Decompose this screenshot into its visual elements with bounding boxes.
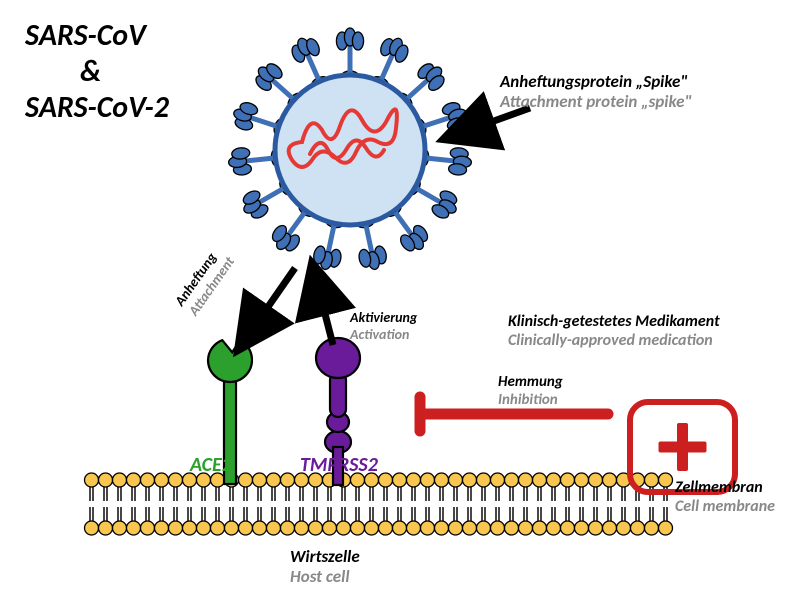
- membrane-label: Zellmembran Cell membrane: [675, 478, 775, 516]
- hostcell-label-en: Host cell: [290, 567, 360, 587]
- title-line3: SARS-CoV-2: [25, 89, 169, 126]
- cell-membrane: [85, 473, 673, 535]
- inhibition-label-de: Hemmung: [498, 373, 563, 391]
- membrane-label-en: Cell membrane: [675, 497, 775, 516]
- virus-title: SARS-CoV & SARS-CoV-2: [25, 18, 169, 126]
- inhibition-label-en: Inhibition: [498, 391, 563, 409]
- ace2-text: ACE2: [190, 453, 232, 477]
- hostcell-label: Wirtszelle Host cell: [290, 547, 360, 588]
- spike-label-en: Attachment protein „spike": [500, 92, 692, 112]
- spike-label-de: Anheftungsprotein „Spike": [500, 72, 692, 92]
- inhibition-label: Hemmung Inhibition: [498, 373, 563, 409]
- activation-label: Aktivierung Activation: [350, 310, 417, 344]
- activation-label-en: Activation: [350, 327, 417, 344]
- membrane-label-de: Zellmembran: [675, 478, 775, 497]
- medication-label-de: Klinisch-getestetes Medikament: [508, 312, 720, 331]
- hostcell-label-de: Wirtszelle: [290, 547, 360, 567]
- title-amp: &: [80, 53, 101, 90]
- tmprss2-text: TMPRSS2: [300, 453, 378, 477]
- medication-label: Klinisch-getestetes Medikament Clinicall…: [508, 312, 720, 350]
- title-line1: SARS-CoV: [25, 17, 146, 54]
- medication-label-en: Clinically-approved medication: [508, 331, 720, 350]
- activation-label-de: Aktivierung: [350, 310, 417, 327]
- virus-particle: [228, 28, 472, 270]
- spike-label: Anheftungsprotein „Spike" Attachment pro…: [500, 72, 692, 113]
